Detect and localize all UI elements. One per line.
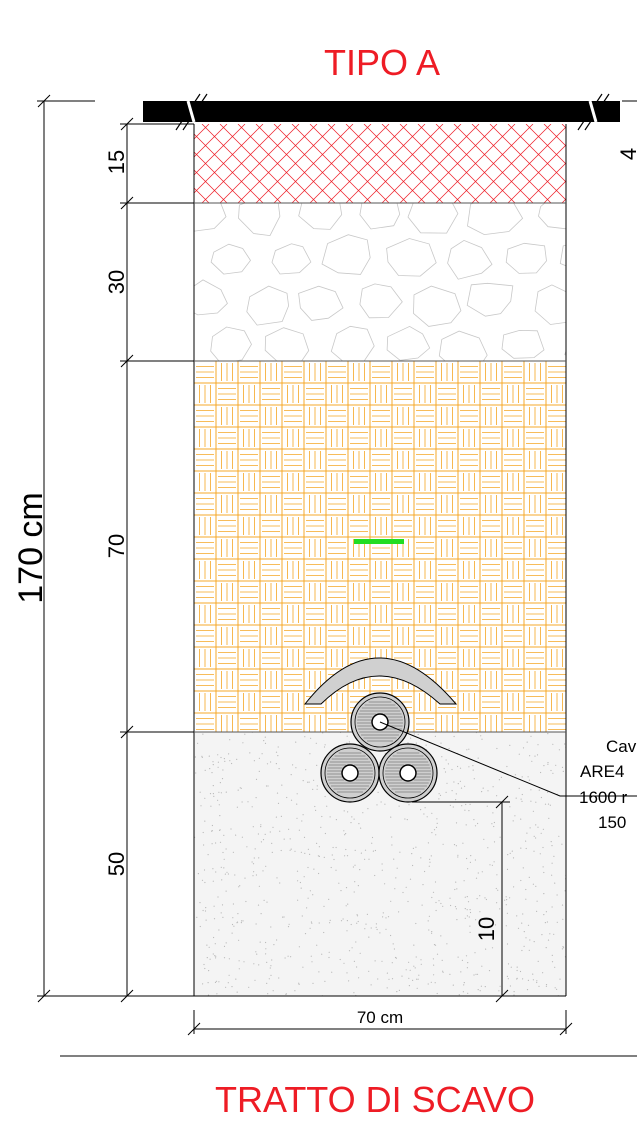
layer-4-depth: 50 [104,852,129,876]
clearance-dimension [412,795,510,1003]
section-title: TIPO A [324,42,440,83]
layer-dimension-chain [120,117,194,1003]
layer-3-depth: 70 [104,534,129,558]
right-partial-dimension: 4 [616,148,637,160]
cable-callout-line-4: 150 [598,813,626,832]
cable-callout-line-2: ARE4 [580,762,624,781]
width-dimension [187,1010,573,1036]
total-depth-label: 170 cm [12,492,50,604]
layer-1-depth: 15 [104,150,129,174]
cable-left [320,743,380,803]
cable-right [378,743,438,803]
road-surface [143,93,620,131]
layer-asphalt [194,124,566,203]
total-depth-dimension [37,94,194,1003]
section-bottom-title: TRATTO DI SCAVO [215,1079,535,1120]
layer-sand [194,361,566,732]
arch-slab-icon [303,657,458,705]
cable-callout-line-1: Cav [606,737,637,756]
cable-callout-line-3: 1600 r [579,788,628,807]
clearance-dimension-label: 10 [474,917,499,941]
width-dimension-label: 70 cm [357,1008,403,1027]
layer-2-depth: 30 [104,270,129,294]
trench-outline [193,124,567,997]
layer-gravel [194,203,566,361]
warning-tape-icon [354,539,404,544]
cable-callout-leader [379,721,637,797]
